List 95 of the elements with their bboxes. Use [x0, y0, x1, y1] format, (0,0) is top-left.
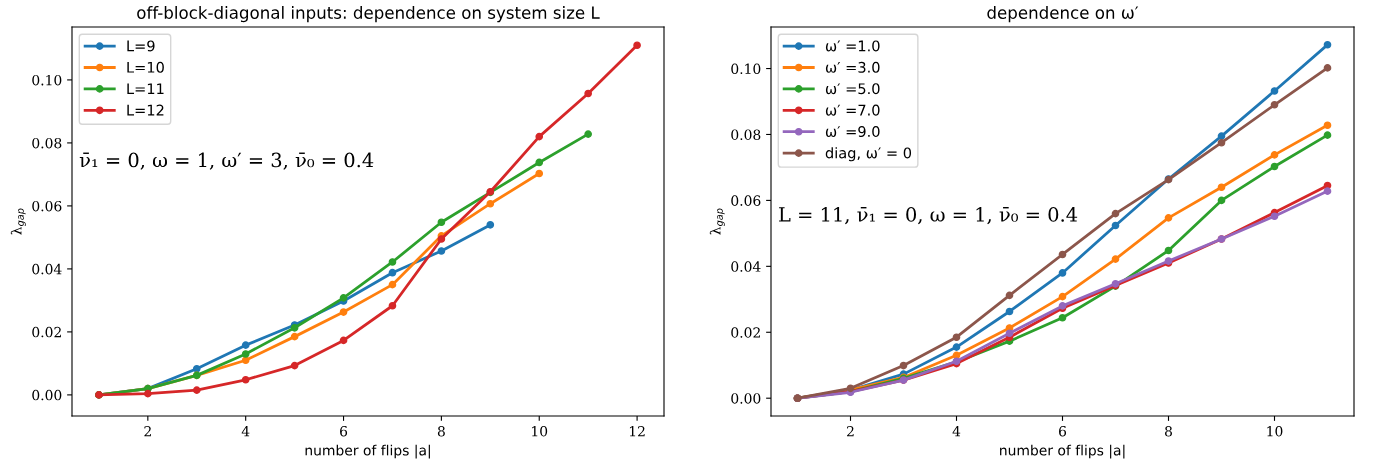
point	[952, 333, 961, 342]
point	[437, 218, 446, 227]
point	[1323, 131, 1332, 139]
chart-title: off-block-diagonal inputs: dependence on system size L	[137, 6, 600, 23]
point	[486, 220, 495, 229]
point	[633, 41, 641, 50]
point	[1111, 255, 1120, 263]
point	[388, 280, 397, 289]
y-axis-title: λ$_{gap}$	[709, 208, 725, 235]
y-tick-label: 0.02	[32, 326, 61, 338]
point	[144, 389, 152, 398]
point	[952, 343, 961, 351]
legend-label: L=11	[127, 83, 164, 95]
point	[388, 301, 397, 310]
x-tick-label: 2	[847, 425, 854, 437]
point	[290, 332, 299, 341]
annotation: ν̄₁ = 0, ω = 1, ω′ = 3, ν̄₀ = 0.4	[79, 152, 374, 170]
point	[1217, 196, 1226, 205]
x-tick-label: 6	[1059, 425, 1067, 437]
x-tick-label: 2	[144, 425, 151, 437]
point	[241, 341, 250, 349]
y-tick-label: 0.06	[32, 200, 62, 212]
point	[339, 308, 348, 316]
x-tick-label: 10	[1267, 425, 1283, 437]
point	[1323, 40, 1332, 49]
legend-label: L=10	[127, 61, 164, 73]
point	[241, 350, 250, 358]
legend-label: ω′ =7.0	[825, 104, 880, 116]
x-tick-label: 6	[340, 425, 348, 437]
y-axis-title: λ$_{gap}$	[10, 208, 26, 235]
point	[1270, 100, 1279, 109]
point	[241, 356, 250, 365]
point	[437, 247, 446, 255]
point	[535, 158, 544, 167]
y-tick-label: 0.00	[32, 389, 62, 401]
y-tick-label: 0.06	[731, 195, 761, 206]
point	[388, 268, 397, 277]
point	[1005, 291, 1014, 300]
point	[388, 258, 397, 266]
point	[192, 364, 201, 373]
x-tick-label: 8	[437, 425, 445, 437]
legend-label: ω′ =1.0	[825, 40, 880, 52]
x-tick-label: 4	[241, 425, 250, 437]
point	[241, 375, 250, 384]
y-tick-label: 0.10	[32, 74, 62, 86]
y-tick-label: 0.00	[731, 393, 761, 404]
point	[1058, 313, 1067, 322]
point	[1270, 162, 1279, 171]
legend-label: L=9	[127, 40, 155, 52]
x-tick-label: 10	[532, 425, 548, 437]
legend-label: L=12	[127, 104, 164, 116]
x-tick-label: 4	[952, 425, 961, 437]
x-axis-title: number of flips |a|	[305, 444, 430, 459]
point	[1270, 87, 1279, 95]
legend-label: ω′ =5.0	[825, 83, 880, 95]
point	[1217, 132, 1226, 140]
point	[1164, 214, 1173, 222]
point	[192, 386, 201, 394]
y-tick-label: 0.08	[32, 137, 62, 149]
point	[290, 361, 299, 370]
point	[584, 89, 592, 98]
point	[1058, 292, 1067, 301]
point	[1323, 187, 1332, 195]
point	[339, 336, 348, 345]
point	[1217, 183, 1226, 192]
y-tick-label: 0.04	[32, 263, 62, 275]
point	[1270, 212, 1279, 221]
point	[1323, 121, 1332, 130]
y-tick-label: 0.10	[731, 63, 761, 75]
point	[584, 130, 592, 138]
y-tick-label: 0.04	[731, 261, 761, 272]
y-tick-label: 0.08	[731, 129, 761, 140]
x-axis-title: number of flips |a|	[1000, 444, 1125, 459]
point	[899, 361, 908, 370]
legend-label: diag, ω′ = 0	[825, 147, 912, 162]
y-tick-label: 0.02	[731, 327, 760, 338]
point	[535, 169, 544, 178]
x-tick-label: 12	[629, 425, 645, 437]
point	[1111, 221, 1120, 230]
point	[1058, 269, 1067, 277]
point	[1270, 151, 1279, 159]
point	[1323, 64, 1332, 72]
legend-label: ω′ =3.0	[825, 61, 880, 73]
annotation: L = 11, ν̄₁ = 0, ω = 1, ν̄₀ = 0.4	[779, 207, 1078, 225]
chart-title: dependence on ω′	[987, 6, 1139, 23]
point	[486, 199, 495, 208]
point	[1111, 209, 1120, 218]
point	[1164, 246, 1173, 255]
point	[1005, 307, 1014, 316]
legend-label: ω′ =9.0	[825, 126, 880, 138]
point	[535, 132, 544, 141]
point	[1005, 329, 1014, 338]
point	[1058, 250, 1067, 259]
point	[1217, 138, 1226, 147]
x-tick-label: 8	[1165, 425, 1172, 437]
